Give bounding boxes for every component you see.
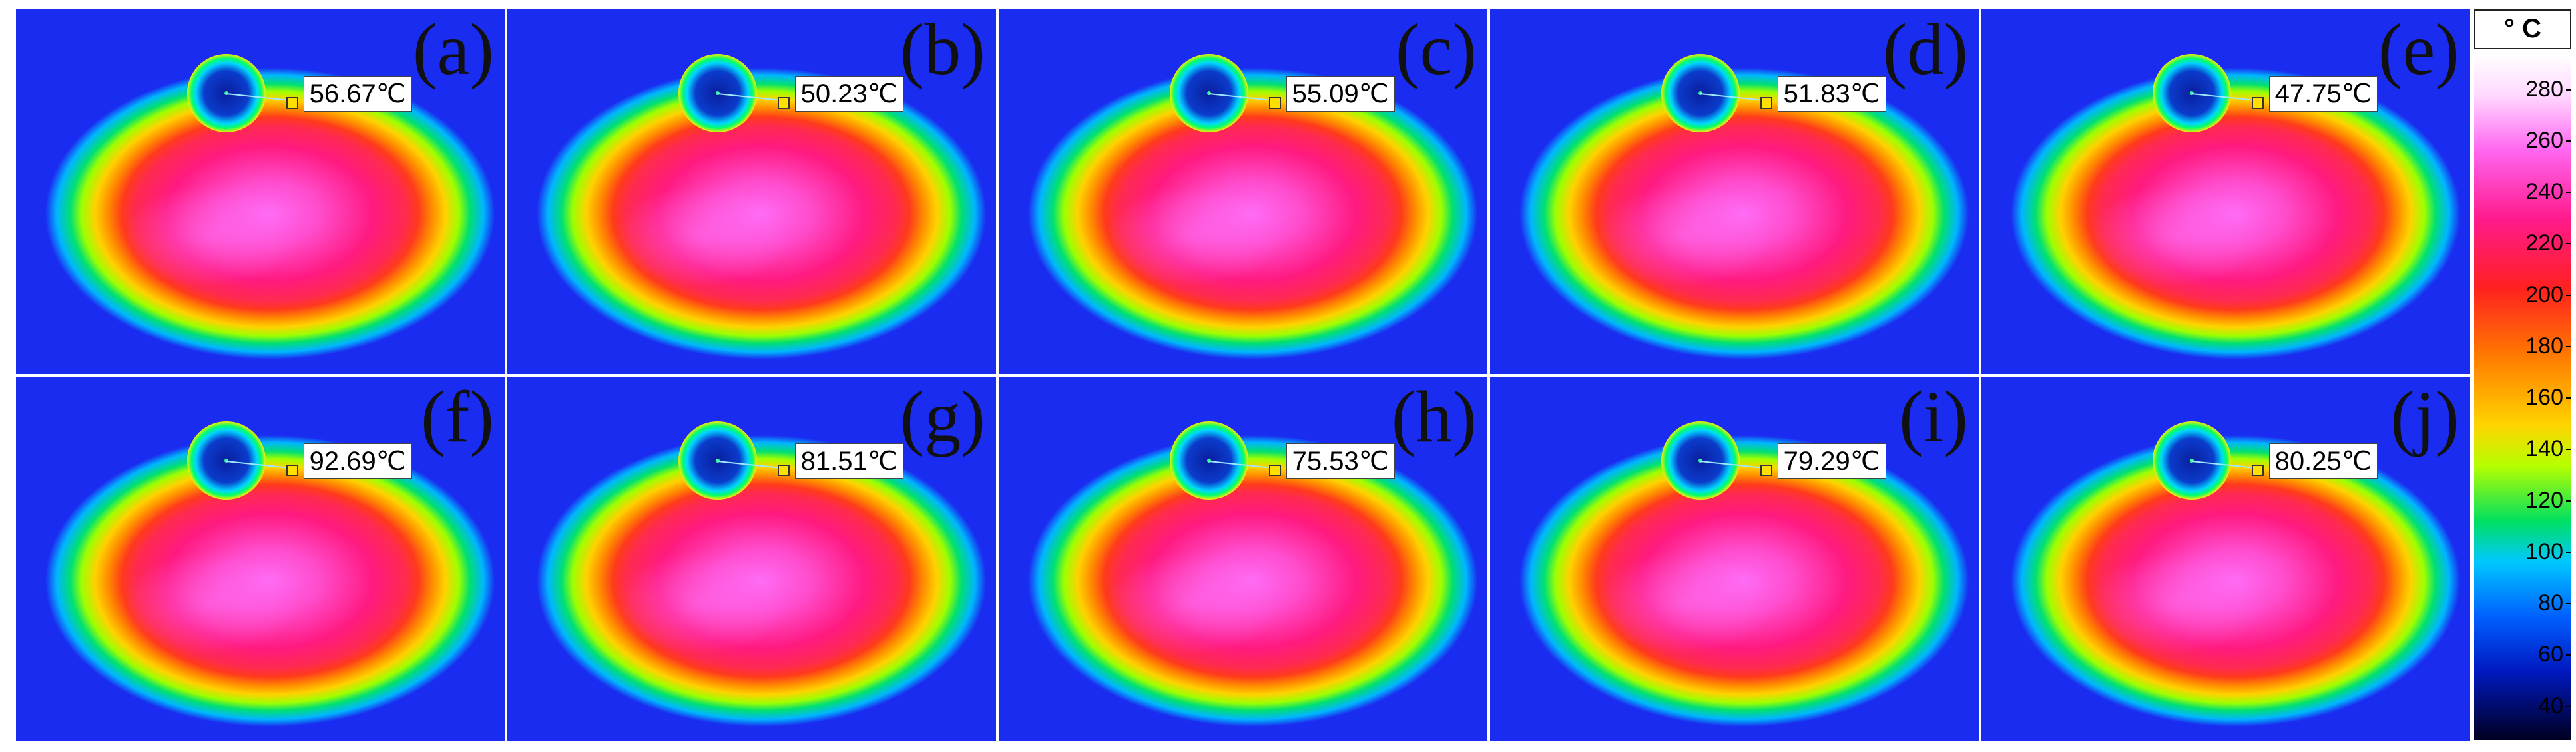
measurement-marker-icon bbox=[1268, 97, 1281, 110]
spot-center bbox=[2189, 459, 2194, 463]
colorbar-tick: 260 bbox=[2525, 127, 2571, 153]
temperature-colorbar: ° C 280 260 240 220 200 180 160 140 120 … bbox=[2474, 9, 2571, 741]
measurement-marker-icon bbox=[1268, 465, 1281, 477]
spot-center bbox=[1698, 91, 1702, 96]
colorbar-tick: 80 bbox=[2538, 590, 2571, 616]
colorbar-tick: 120 bbox=[2525, 487, 2571, 513]
panel-label: (b) bbox=[900, 9, 985, 90]
panel-label: (d) bbox=[1882, 9, 1968, 90]
panel-label: (e) bbox=[2378, 9, 2459, 90]
panel-label: (c) bbox=[1395, 9, 1477, 90]
colorbar-tick: 220 bbox=[2525, 230, 2571, 256]
thermal-panel-d: 51.83℃ (d) bbox=[1490, 9, 1979, 374]
thermal-panel-b: 50.23℃ (b) bbox=[507, 9, 996, 374]
colorbar-tick: 100 bbox=[2525, 538, 2571, 564]
cool-spot bbox=[1661, 54, 1740, 133]
colorbar-tick: 60 bbox=[2538, 642, 2571, 667]
cool-spot bbox=[678, 421, 757, 500]
colorbar-tick: 200 bbox=[2525, 282, 2571, 307]
colorbar-unit: ° C bbox=[2474, 9, 2571, 49]
panel-label: (j) bbox=[2390, 377, 2459, 457]
measurement-marker-icon bbox=[2251, 97, 2264, 110]
panel-label: (i) bbox=[1899, 377, 1968, 457]
colorbar-gradient: 280 260 240 220 200 180 160 140 120 100 … bbox=[2474, 55, 2571, 740]
thermal-panel-g: 81.51℃ (g) bbox=[507, 377, 996, 741]
cool-spot bbox=[2152, 54, 2231, 133]
spot-center bbox=[715, 91, 720, 96]
colorbar-tick: 280 bbox=[2525, 76, 2571, 102]
temperature-readout: 75.53℃ bbox=[1286, 443, 1395, 480]
cool-spot bbox=[678, 54, 757, 133]
thermal-panel-f: 92.69℃ (f) bbox=[16, 377, 505, 741]
temperature-readout: 79.29℃ bbox=[1777, 443, 1886, 480]
temperature-readout: 92.69℃ bbox=[303, 443, 412, 480]
thermal-panel-j: 80.25℃ (j) bbox=[1981, 377, 2470, 741]
spot-center bbox=[2189, 91, 2194, 96]
measurement-marker-icon bbox=[286, 97, 298, 110]
cool-spot bbox=[1661, 421, 1740, 500]
panel-label: (f) bbox=[421, 377, 494, 457]
colorbar-tick: 240 bbox=[2525, 179, 2571, 204]
measurement-marker-icon bbox=[286, 465, 298, 477]
cool-spot bbox=[1169, 54, 1248, 133]
temperature-readout: 50.23℃ bbox=[794, 76, 903, 112]
spot-center bbox=[1206, 459, 1211, 463]
cool-spot bbox=[1169, 421, 1248, 500]
colorbar-tick: 180 bbox=[2525, 333, 2571, 359]
spot-center bbox=[1206, 91, 1211, 96]
spot-center bbox=[1698, 459, 1702, 463]
measurement-marker-icon bbox=[1760, 465, 1772, 477]
colorbar-tick: 160 bbox=[2525, 385, 2571, 410]
measurement-marker-icon bbox=[1760, 97, 1772, 110]
temperature-readout: 56.67℃ bbox=[303, 76, 412, 112]
thermal-panel-h: 75.53℃ (h) bbox=[999, 377, 1487, 741]
thermal-panel-i: 79.29℃ (i) bbox=[1490, 377, 1979, 741]
thermal-image-grid: 56.67℃ (a) 50.23℃ (b) 55.09℃ (c) 51.83℃ … bbox=[16, 9, 2470, 741]
measurement-marker-icon bbox=[777, 465, 790, 477]
thermal-panel-a: 56.67℃ (a) bbox=[16, 9, 505, 374]
cool-spot bbox=[186, 421, 266, 500]
temperature-readout: 51.83℃ bbox=[1777, 76, 1886, 112]
temperature-readout: 80.25℃ bbox=[2268, 443, 2378, 480]
panel-label: (g) bbox=[900, 377, 985, 457]
panel-label: (a) bbox=[412, 9, 494, 90]
colorbar-tick: 140 bbox=[2525, 436, 2571, 462]
cool-spot bbox=[2152, 421, 2231, 500]
temperature-readout: 81.51℃ bbox=[794, 443, 903, 480]
cool-spot bbox=[186, 54, 266, 133]
spot-center bbox=[224, 459, 228, 463]
measurement-marker-icon bbox=[2251, 465, 2264, 477]
colorbar-tick: 40 bbox=[2538, 693, 2571, 719]
measurement-marker-icon bbox=[777, 97, 790, 110]
thermal-panel-c: 55.09℃ (c) bbox=[999, 9, 1487, 374]
temperature-readout: 47.75℃ bbox=[2268, 76, 2378, 112]
spot-center bbox=[715, 459, 720, 463]
spot-center bbox=[224, 91, 228, 96]
panel-label: (h) bbox=[1391, 377, 1477, 457]
temperature-readout: 55.09℃ bbox=[1286, 76, 1395, 112]
thermal-panel-e: 47.75℃ (e) bbox=[1981, 9, 2470, 374]
